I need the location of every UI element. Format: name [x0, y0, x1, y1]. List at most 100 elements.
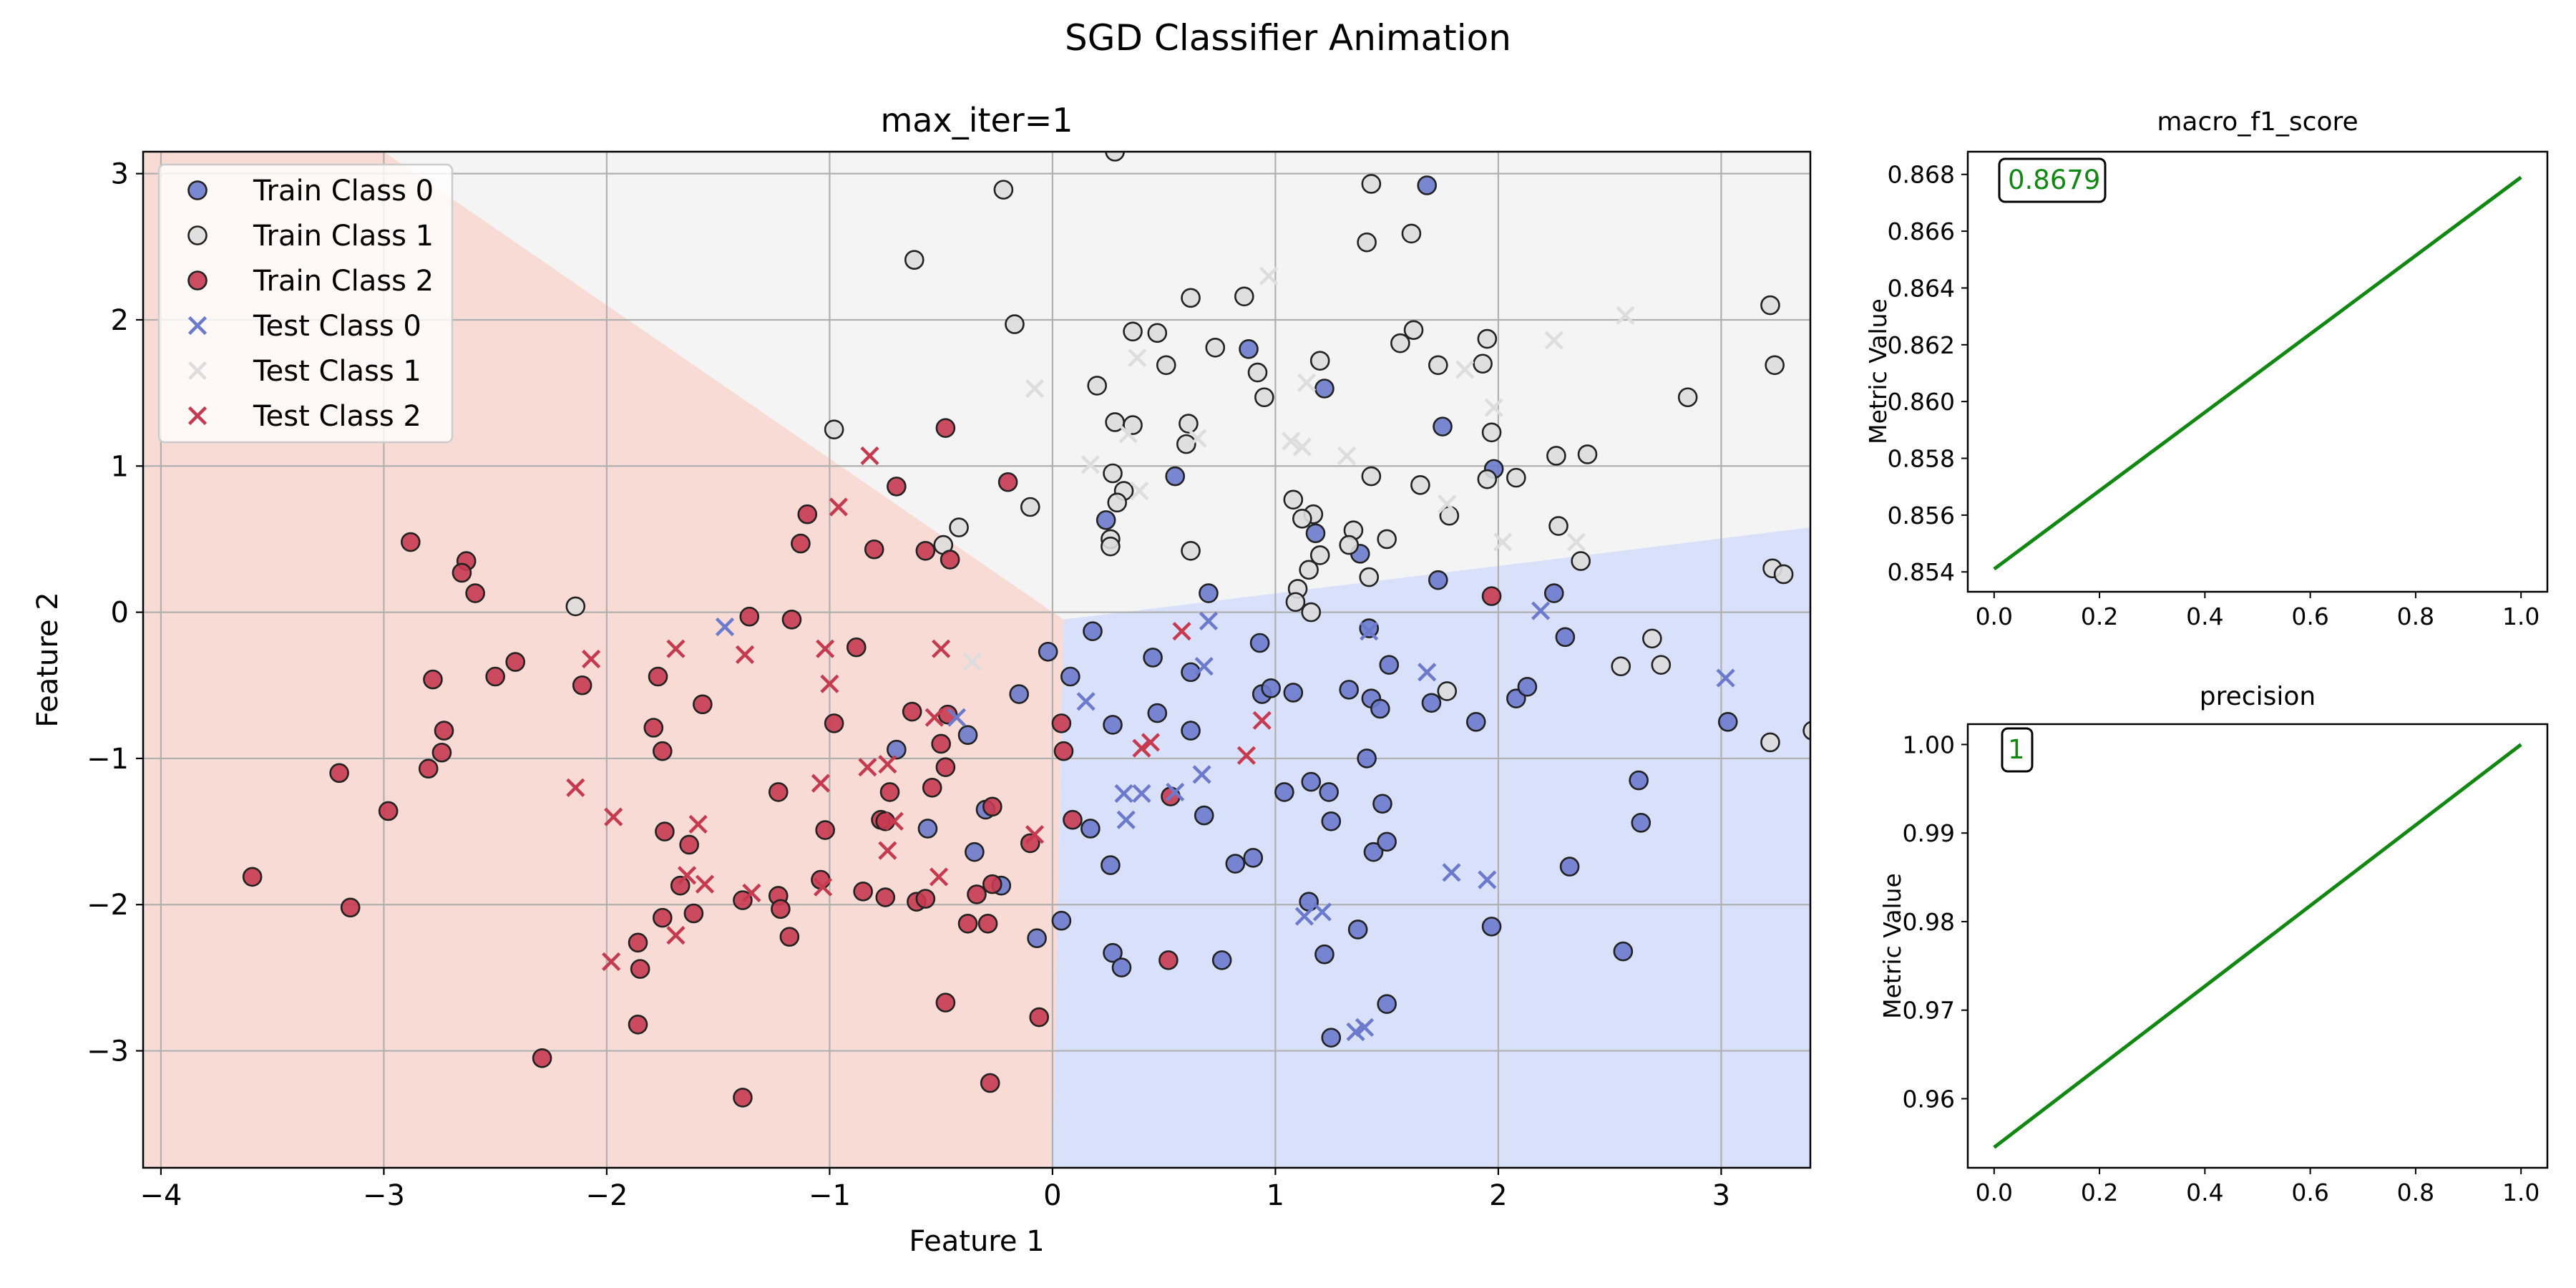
train-point-class-0: [1165, 466, 1186, 487]
train-point-class-0: [1147, 703, 1168, 723]
precision-y-tick-label: 0.97: [1903, 997, 1955, 1025]
train-point-class-0: [1038, 641, 1058, 662]
macro-f1-ticks: 0.0 0.2 0.4 0.6 0.8 1.0 0.854 0.856 0.858 0.860 0.…: [1888, 161, 2540, 630]
train-point-class-0: [957, 725, 978, 746]
train-point-class-1: [1506, 467, 1526, 488]
train-point-class-2: [452, 562, 472, 583]
precision-x-tick-label: 1.0: [2502, 1179, 2540, 1206]
train-point-class-1: [1181, 288, 1201, 308]
macro-f1-y-tick-label: 0.868: [1888, 161, 1955, 189]
train-point-class-1: [1176, 434, 1196, 454]
test-point-class-2: [929, 867, 949, 887]
test-point-class-1: [962, 652, 982, 672]
train-point-class-0: [1377, 831, 1397, 852]
train-point-class-2: [887, 477, 907, 497]
train-point-class-2: [791, 533, 811, 554]
train-point-class-1: [1361, 174, 1382, 194]
test-point-class-2: [566, 778, 585, 797]
legend-item: Test Class 2: [187, 400, 421, 433]
train-point-class-0: [1103, 942, 1123, 963]
legend-item: Train Class 2: [187, 265, 434, 298]
x-tick-label: 2: [1489, 1179, 1507, 1212]
train-point-class-1: [1339, 535, 1360, 555]
precision-ticks: 0.0 0.2 0.4 0.6 0.8 1.0 0.96 0.97 0.98 0.99 1.00: [1903, 731, 2540, 1206]
legend-label: Train Class 2: [253, 265, 434, 298]
test-point-class-2: [820, 674, 839, 693]
train-point-class-2: [693, 694, 713, 715]
train-point-class-0: [1465, 712, 1486, 732]
train-point-class-1: [1390, 333, 1410, 353]
train-point-class-2: [572, 675, 592, 696]
test-point-class-0: [1418, 663, 1437, 682]
train-point-class-2: [875, 811, 896, 831]
train-point-class-1: [1611, 656, 1631, 676]
test-point-class-0: [1294, 907, 1314, 926]
test-point-class-2: [688, 814, 708, 834]
legend-box: [157, 163, 454, 444]
train-point-class-1: [1481, 422, 1502, 443]
train-point-class-1: [565, 596, 586, 617]
test-point-class-2: [1025, 825, 1045, 844]
legend-item: Train Class 1: [187, 220, 434, 253]
train-point-class-2: [980, 1073, 1000, 1093]
train-point-class-1: [1247, 362, 1268, 383]
train-point-class-1: [1677, 387, 1698, 408]
train-point-class-0: [1261, 678, 1281, 698]
test-point-class-2: [811, 774, 831, 793]
macro-f1-y-tick-label: 0.864: [1888, 274, 1955, 302]
test-point-class-1: [1128, 348, 1147, 368]
x-tick-label: 3: [1712, 1179, 1730, 1212]
train-point-class-0: [1243, 848, 1264, 868]
x-tick-label: −1: [809, 1179, 851, 1212]
precision-x-tick-label: 0.6: [2291, 1179, 2328, 1206]
legend-item: Test Class 1: [187, 355, 421, 388]
train-point-class-0: [1363, 841, 1384, 862]
train-point-class-1: [1103, 463, 1123, 484]
scatter-ticks: −4 −3 −2 −1 0 1 2 3 −3 −2 −1 0 1 2 3: [87, 158, 1730, 1212]
legend-marker-train-class-1: [187, 225, 208, 245]
train-point-class-0: [1321, 1028, 1342, 1048]
test-point-class-0: [1199, 611, 1219, 630]
train-point-class-2: [922, 777, 942, 798]
test-point-class-0: [1355, 1018, 1375, 1037]
macro-f1-ylabel: Metric Value: [1864, 298, 1892, 444]
train-point-class-2: [915, 540, 936, 561]
test-point-class-1: [1544, 331, 1563, 350]
train-point-class-0: [1359, 618, 1380, 638]
train-point-class-1: [1156, 355, 1176, 376]
train-point-class-2: [967, 884, 987, 904]
test-point-class-1: [1118, 424, 1138, 444]
test-point-class-1: [1484, 398, 1503, 417]
train-point-class-1: [1410, 475, 1430, 495]
scatter-title: max_iter=1: [880, 101, 1073, 140]
train-point-class-2: [242, 867, 263, 887]
test-point-class-2: [878, 841, 897, 860]
precision-x-tick-label: 0.4: [2186, 1179, 2223, 1206]
train-point-class-1: [1765, 355, 1785, 376]
y-tick-label: −1: [87, 743, 129, 776]
macro-f1-y-tick-label: 0.866: [1888, 218, 1955, 245]
train-point-class-2: [628, 1014, 648, 1035]
train-point-class-2: [853, 882, 873, 902]
train-point-class-1: [1301, 602, 1322, 623]
train-point-class-2: [418, 758, 439, 779]
test-point-class-0: [1116, 810, 1136, 829]
train-point-class-2: [931, 733, 951, 754]
precision-y-tick-label: 1.00: [1903, 731, 1955, 758]
macro-f1-y-tick-label: 0.862: [1888, 331, 1955, 359]
macro-f1-y-tick-label: 0.854: [1888, 558, 1955, 586]
train-point-class-0: [965, 841, 985, 862]
train-point-class-0: [1111, 957, 1132, 977]
test-point-class-1: [1438, 494, 1457, 514]
train-point-class-2: [1158, 950, 1179, 970]
test-point-class-2: [582, 649, 601, 669]
train-point-class-2: [864, 539, 884, 560]
test-point-class-0: [1531, 601, 1551, 620]
precision-frame: [1966, 723, 2549, 1169]
test-point-class-1: [1337, 446, 1357, 466]
train-point-class-2: [683, 903, 704, 924]
test-point-class-2: [604, 807, 623, 826]
train-point-class-1: [1437, 681, 1458, 701]
legend-item: Train Class 0: [187, 175, 434, 208]
train-point-class-1: [1087, 376, 1108, 396]
